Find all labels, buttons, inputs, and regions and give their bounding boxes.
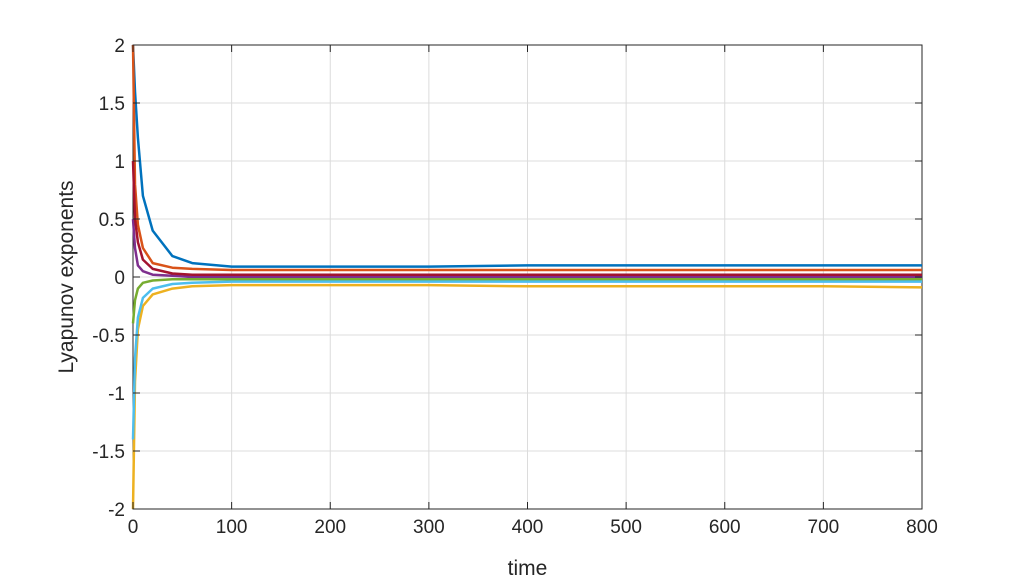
x-axis-label: time: [508, 557, 548, 580]
y-tick-label: 0.5: [99, 210, 125, 231]
y-tick-label: 0: [114, 268, 125, 289]
x-tick-label: 300: [413, 517, 445, 538]
series-line-7: [131, 160, 922, 276]
x-tick-label: 600: [709, 517, 741, 538]
x-tick-label: 400: [512, 517, 544, 538]
series-line-1: [131, 44, 922, 268]
series-group: [131, 44, 923, 510]
series-line-5: [131, 278, 922, 324]
y-tick-label: -1: [108, 384, 125, 405]
x-tick-label: 800: [906, 517, 938, 538]
series-line-4: [131, 218, 922, 279]
x-tick-label: 200: [314, 517, 346, 538]
y-tick-label: -2: [108, 500, 125, 521]
x-tick-label: 100: [216, 517, 248, 538]
x-tick-label: 700: [808, 517, 840, 538]
y-tick-label: 1: [114, 152, 125, 173]
y-axis-label: Lyapunov exponents: [55, 180, 78, 373]
y-tick-label: -0.5: [92, 326, 125, 347]
series-line-2: [131, 44, 922, 272]
y-tick-label: 2: [114, 36, 125, 57]
x-tick-label: 0: [128, 517, 139, 538]
y-tick-label: -1.5: [92, 442, 125, 463]
y-axis-ticks: 2 1.5 1 0.5 0 -0.5 -1 -1.5 -2: [92, 36, 922, 521]
series-line-3: [131, 283, 923, 510]
x-tick-label: 500: [610, 517, 642, 538]
series-line-6: [131, 280, 922, 440]
y-tick-label: 1.5: [99, 94, 125, 115]
x-axis-ticks: 0 100 200 300 400 500 600 700 800: [128, 45, 938, 538]
